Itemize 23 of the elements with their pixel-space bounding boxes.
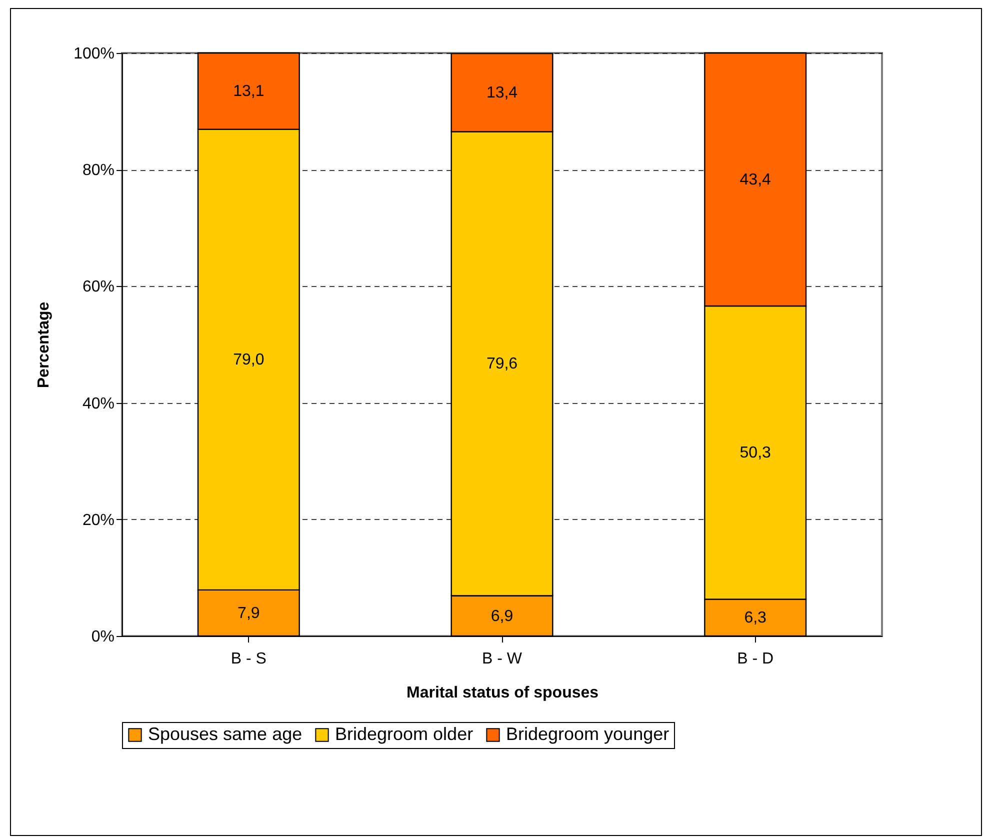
y-tick-label: 100%	[74, 46, 114, 62]
data-label: 7,9	[238, 604, 260, 622]
x-axis-title: Marital status of spouses	[406, 684, 599, 702]
y-tick-label: 80%	[82, 162, 114, 180]
data-label: 6,9	[490, 608, 514, 625]
data-label: 79,6	[486, 356, 518, 373]
y-axis-title: Percentage	[36, 302, 53, 388]
y-tick-label: 0%	[91, 628, 114, 646]
data-label: 50,3	[740, 444, 772, 462]
data-label: 43,4	[740, 172, 772, 189]
data-label: 79,0	[233, 352, 264, 369]
data-label: 13,1	[233, 83, 264, 100]
y-tick-label: 20%	[82, 512, 114, 529]
x-tick-label: B - S	[230, 650, 266, 668]
data-label: 6,3	[744, 610, 767, 627]
y-tick-label: 60%	[82, 278, 114, 296]
legend-label: Bridegroom younger	[506, 724, 670, 744]
legend-label: Bridegroom older	[335, 724, 474, 744]
x-tick-label: B - D	[737, 650, 774, 668]
data-label: 13,4	[486, 84, 518, 102]
x-tick-label: B - W	[482, 650, 523, 668]
y-tick-label: 40%	[82, 395, 114, 412]
legend-label: Spouses same age	[148, 724, 302, 744]
